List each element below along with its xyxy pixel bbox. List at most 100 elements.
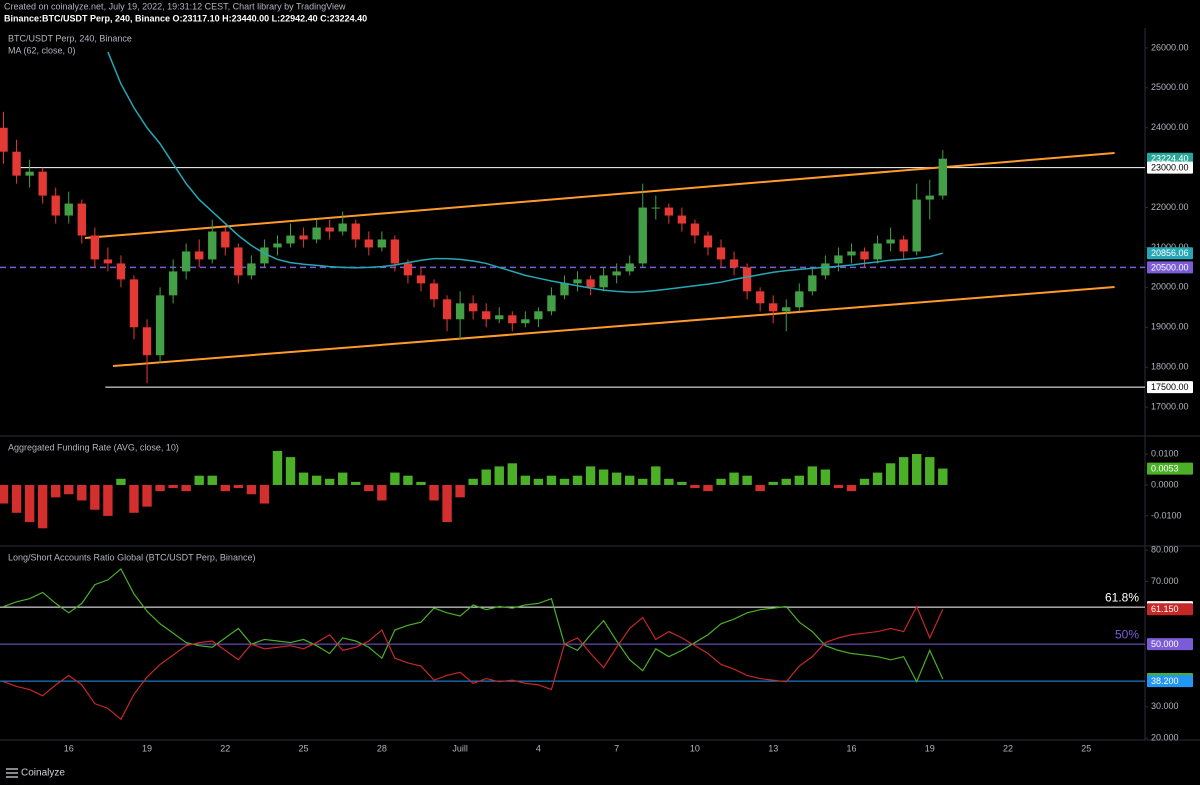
candle-body [716,247,726,260]
level-label: 50% [1115,627,1139,641]
y-tick-label: 26000.00 [1151,42,1189,52]
bar [194,475,204,485]
candle-body [25,171,34,176]
candle-body [364,239,373,248]
bar [51,484,61,498]
bar [233,484,244,489]
price-label: 20500.00 [1151,262,1189,272]
price-label-box [1147,261,1193,274]
bar [885,463,896,485]
bar [351,481,361,485]
bar [364,484,374,492]
bar [11,484,22,513]
moving-average [107,51,943,293]
bar [246,484,257,495]
brand: Coinalyze [21,768,65,779]
y-tick-label: 25000.00 [1151,82,1189,92]
candle-body [142,327,152,356]
bar [129,484,139,513]
bar [781,478,791,485]
candle-body [690,223,700,236]
candle-body [612,271,621,276]
candle-body [325,227,334,232]
price-label-box [1147,161,1193,174]
bar [142,484,152,507]
x-tick-label: 19 [925,743,935,753]
candle-body [769,303,778,312]
x-tick-label: 4 [536,743,541,753]
bar [155,484,165,492]
logo [6,768,18,778]
price-label: 23000.00 [1151,163,1189,173]
bar [64,484,74,495]
trend-line [112,286,1115,368]
price-axis: 80.00070.00030.00020.00061.80061.15050.0… [1145,545,1193,742]
x-tick-label: 28 [377,743,387,753]
bar [90,484,100,510]
level-label: 61.8% [1105,590,1139,604]
bar [416,481,426,485]
price-label-box [1147,462,1193,475]
bar [638,478,648,485]
candle-body [573,279,582,284]
price-axis: 17000.00 18000.00 19000.00 20000.00 21000.00… [1145,42,1193,411]
x-tick-label: Juill [452,743,468,753]
candle-body [168,271,178,296]
y-tick-label: 0.0100 [1151,448,1179,458]
candle-body [677,215,687,224]
candle-body [925,195,934,200]
bar [768,481,778,485]
bar [833,484,844,489]
candle-body [886,239,895,244]
bar [520,475,531,485]
candle-body [286,235,295,244]
pane-title: BTC/USDT Perp, 240, Binance [8,33,132,43]
price-label-box [1147,603,1193,616]
candle-body [351,223,360,240]
x-tick-label: 25 [1081,743,1091,753]
candle-body [534,311,543,320]
candle-body [482,311,491,320]
candle-body [221,231,230,248]
bar [0,484,9,504]
price-label: 61.150 [1151,604,1179,614]
x-tick-label: 13 [768,743,778,753]
candle-body [403,263,413,276]
candle-body [495,315,504,320]
bar [390,472,400,485]
candle-body [390,239,400,264]
bar [716,478,726,485]
bar [507,463,517,485]
x-tick-label: 25 [299,743,309,753]
pane-title: Long/Short Accounts Ratio Global (BTC/US… [8,552,255,562]
price-label: 38.200 [1151,676,1179,686]
candle-body [821,263,830,276]
price-label: 50.000 [1151,639,1179,649]
candle-body [429,283,439,300]
bar [546,475,557,485]
candle-body [77,203,86,236]
candle-body [782,307,791,312]
bar [324,478,335,485]
y-tick-label: 70.000 [1151,576,1179,586]
bar [925,457,935,485]
candle-body [129,279,139,328]
bar [703,484,713,492]
bar [625,475,635,485]
bar [794,475,804,485]
candle-body [64,203,73,216]
bar [455,484,465,498]
series-line [3,605,944,721]
candle-body [625,263,634,272]
candle-body [860,251,869,260]
x-tick-label: 10 [690,743,700,753]
candle-body [103,259,113,264]
bar [311,475,322,485]
bar [820,469,831,485]
candle-body [912,199,921,252]
candle-body [468,303,478,312]
candle-body [455,303,465,320]
y-tick-label: 24000.00 [1151,122,1189,132]
bar [898,457,909,485]
candle-body [560,283,569,296]
